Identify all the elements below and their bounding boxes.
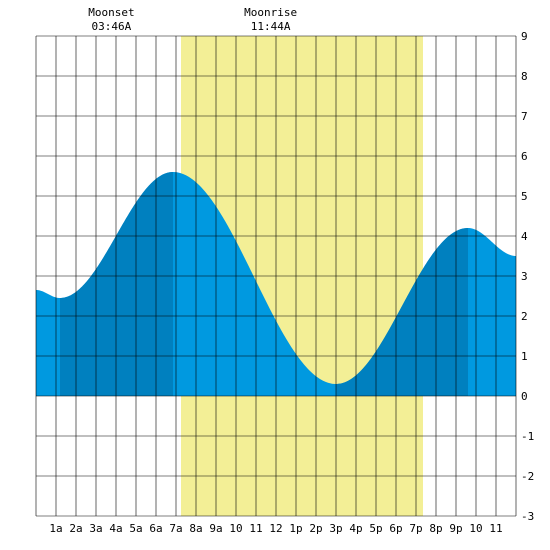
moon-event-time: 11:44A — [251, 20, 291, 33]
tide-area-dark-band — [60, 172, 173, 396]
y-axis-ticks: -3 -2 -1 0 1 2 3 4 5 6 7 8 9 — [521, 30, 534, 523]
x-tick-label: 9a — [209, 522, 222, 535]
x-tick-label: 7p — [409, 522, 422, 535]
y-tick-label: -1 — [521, 430, 534, 443]
y-tick-label: -3 — [521, 510, 534, 523]
x-tick-label: 1p — [289, 522, 302, 535]
x-tick-label: 4a — [109, 522, 122, 535]
x-tick-label: 11 — [489, 522, 502, 535]
x-tick-label: 2a — [69, 522, 82, 535]
y-tick-label: 0 — [521, 390, 528, 403]
tide-area-dark-band — [336, 228, 468, 396]
x-tick-label: 3p — [329, 522, 342, 535]
x-tick-label: 1a — [49, 522, 62, 535]
x-tick-label: 11 — [249, 522, 262, 535]
x-tick-label: 9p — [449, 522, 462, 535]
x-tick-label: 5p — [369, 522, 382, 535]
y-tick-label: 8 — [521, 70, 528, 83]
y-tick-label: 3 — [521, 270, 528, 283]
y-tick-label: -2 — [521, 470, 534, 483]
x-tick-label: 8p — [429, 522, 442, 535]
x-tick-label: 3a — [89, 522, 102, 535]
moon-event-time: 03:46A — [92, 20, 132, 33]
x-axis-ticks: 1a 2a 3a 4a 5a 6a 7a 8a 9a 10 11 12 1p 2p 3p 4p 5p 6p 7p 8p… — [49, 522, 502, 535]
x-tick-label: 4p — [349, 522, 362, 535]
x-tick-label: 7a — [169, 522, 182, 535]
x-tick-label: 10 — [469, 522, 482, 535]
y-tick-label: 5 — [521, 190, 528, 203]
moon-event-name: Moonset — [88, 6, 134, 19]
x-tick-label: 8a — [189, 522, 202, 535]
grid — [35, 35, 517, 517]
y-tick-label: 1 — [521, 350, 528, 363]
y-tick-label: 9 — [521, 30, 528, 43]
y-tick-label: 7 — [521, 110, 528, 123]
x-tick-label: 12 — [269, 522, 282, 535]
x-tick-label: 6a — [149, 522, 162, 535]
y-tick-label: 4 — [521, 230, 528, 243]
moon-event-name: Moonrise — [244, 6, 297, 19]
y-tick-label: 6 — [521, 150, 528, 163]
y-tick-label: 2 — [521, 310, 528, 323]
x-tick-label: 10 — [229, 522, 242, 535]
x-tick-label: 2p — [309, 522, 322, 535]
x-tick-label: 5a — [129, 522, 142, 535]
x-tick-label: 6p — [389, 522, 402, 535]
